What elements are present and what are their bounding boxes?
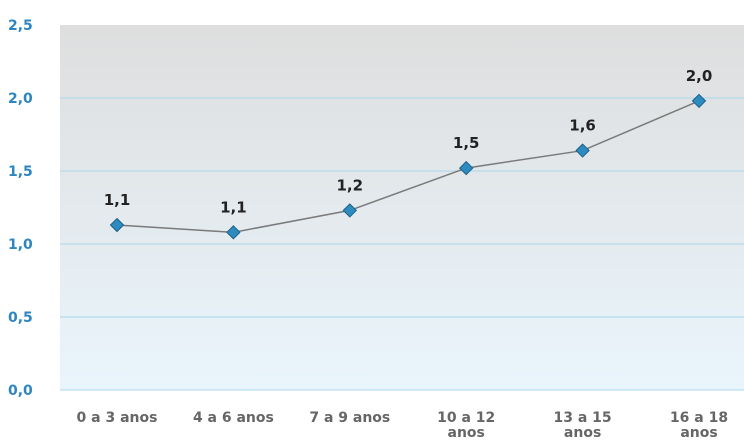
x-tick-label: 0 a 3 anos	[77, 410, 158, 426]
series-line	[116, 100, 700, 234]
x-tick-label-line: 13 a 15	[554, 410, 612, 426]
y-tick-label: 1,5	[8, 164, 33, 180]
data-label: 1,1	[220, 198, 247, 216]
x-tick-label-line: anos	[680, 425, 717, 441]
x-tick-label-line: 0 a 3 anos	[77, 410, 158, 426]
data-point-marker	[575, 143, 590, 158]
x-tick-label-line: 7 a 9 anos	[309, 410, 390, 426]
y-tick-label: 2,0	[8, 91, 33, 107]
data-label: 1,2	[337, 176, 364, 194]
x-tick-label-line: 10 a 12	[437, 410, 495, 426]
x-axis-ticks: 0 a 3 anos 4 a 6 anos 7 a 9 anos 10 a 12ano…	[77, 410, 729, 441]
series-line-layer	[116, 100, 700, 234]
grid-lines	[60, 97, 744, 391]
x-tick-label: 7 a 9 anos	[309, 410, 390, 426]
y-tick-label: 2,5	[8, 18, 33, 34]
plot-area	[60, 25, 744, 390]
x-tick-label: 4 a 6 anos	[193, 410, 274, 426]
x-tick-label-line: 4 a 6 anos	[193, 410, 274, 426]
y-tick-label: 0,0	[8, 383, 33, 399]
y-tick-label: 1,0	[8, 237, 33, 253]
data-label: 1,1	[104, 191, 131, 209]
data-markers	[109, 93, 707, 240]
data-point-marker	[458, 160, 474, 176]
x-tick-label-line: anos	[448, 425, 485, 441]
data-label: 2,0	[686, 67, 713, 85]
data-labels: 1,1 1,1 1,2 1,5 1,6 2,0	[104, 67, 713, 216]
data-point-marker	[109, 217, 125, 233]
data-point-marker	[691, 93, 707, 109]
y-axis-ticks: 0,0 0,5 1,0 1,5 2,0 2,5	[8, 18, 33, 399]
data-point-marker	[342, 203, 358, 218]
data-label: 1,6	[569, 117, 596, 135]
y-tick-label: 0,5	[8, 310, 33, 326]
x-tick-label-line: anos	[564, 425, 601, 441]
x-tick-label-line: 16 a 18	[670, 410, 728, 426]
data-point-marker	[226, 225, 241, 240]
data-label: 1,5	[453, 134, 480, 152]
